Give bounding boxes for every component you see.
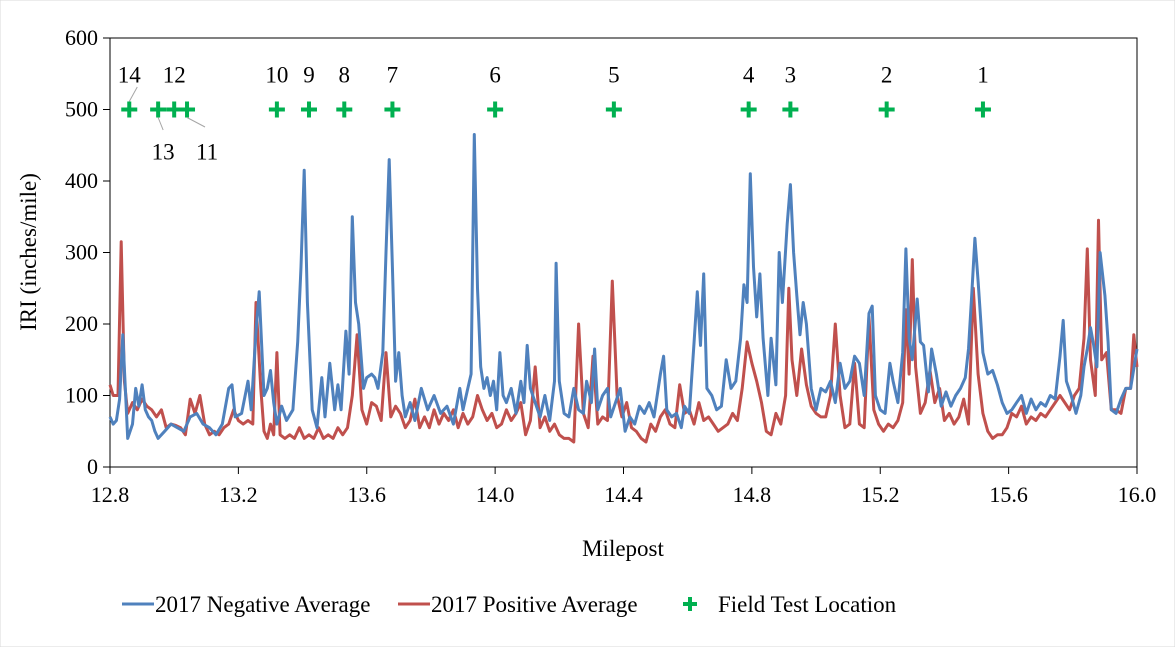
y-tick-label: 500	[65, 97, 98, 122]
y-axis: 0 100 200 300 400 500 600	[65, 25, 110, 479]
field-test-label: 7	[387, 63, 399, 88]
field-test-marker	[150, 101, 167, 118]
field-test-label: 10	[265, 63, 288, 88]
field-test-marker	[268, 101, 285, 118]
leader-line-11	[186, 117, 206, 128]
field-test-label: 4	[743, 63, 755, 88]
x-tick-label: 14.8	[733, 482, 772, 507]
legend-label: 2017 Negative Average	[155, 592, 370, 617]
x-tick-label: 14.4	[604, 482, 643, 507]
field-test-marker	[782, 101, 799, 118]
x-tick-label: 14.0	[476, 482, 515, 507]
field-test-marker	[974, 101, 991, 118]
field-test-label: 2	[881, 63, 893, 88]
y-tick-label: 600	[65, 25, 98, 50]
field-test-label: 11	[196, 140, 218, 165]
leader-line-13	[157, 117, 164, 131]
field-test-marker	[487, 101, 504, 118]
leader-line-14	[128, 86, 138, 102]
x-axis: 12.8 13.2 13.6 14.0 14.4 14.8 15.2 15.6 16.0	[91, 467, 1157, 507]
field-test-marker	[740, 101, 757, 118]
series-line-negative-average	[108, 133, 1139, 440]
x-tick-label: 13.6	[348, 482, 387, 507]
x-tick-label: 16.0	[1118, 482, 1157, 507]
field-test-label: 3	[785, 63, 797, 88]
x-tick-label: 12.8	[91, 482, 130, 507]
field-test-marker	[121, 101, 138, 118]
field-test-marker	[300, 101, 317, 118]
field-test-marker	[878, 101, 895, 118]
field-test-label: 1	[977, 63, 989, 88]
legend: 2017 Negative Average 2017 Positive Avera…	[122, 592, 897, 617]
field-test-label: 9	[303, 63, 315, 88]
x-axis-title: Milepost	[582, 536, 664, 561]
y-tick-label: 200	[65, 311, 98, 336]
y-tick-label: 100	[65, 383, 98, 408]
y-axis-title: IRI (inches/mile)	[16, 173, 41, 331]
y-tick-label: 0	[87, 454, 98, 479]
field-test-label: 14	[118, 63, 142, 88]
field-test-marker	[336, 101, 353, 118]
x-tick-label: 15.2	[861, 482, 900, 507]
field-test-label: 8	[339, 63, 351, 88]
series-line-positive-average	[108, 218, 1139, 444]
y-tick-label: 400	[65, 168, 98, 193]
field-test-label: 13	[152, 140, 175, 165]
field-test-locations: 14 13 12 11 10 9 8 7 6 5 4 3 2 1	[118, 63, 991, 165]
field-test-marker	[605, 101, 622, 118]
series-layer	[108, 133, 1139, 444]
field-test-marker	[179, 101, 196, 118]
legend-swatch-plus	[683, 597, 697, 611]
field-test-label: 6	[489, 63, 501, 88]
field-test-label: 5	[608, 63, 620, 88]
field-test-marker	[384, 101, 401, 118]
x-tick-label: 15.6	[989, 482, 1028, 507]
field-test-label: 12	[163, 63, 186, 88]
y-tick-label: 300	[65, 240, 98, 265]
x-tick-label: 13.2	[219, 482, 258, 507]
legend-label: 2017 Positive Average	[431, 592, 638, 617]
legend-label: Field Test Location	[718, 592, 897, 617]
